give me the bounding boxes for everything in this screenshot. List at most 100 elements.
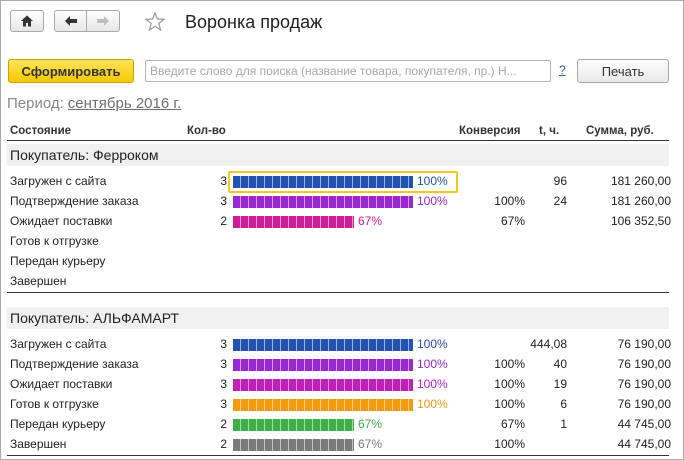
progress-percent: 100% xyxy=(417,377,448,391)
sum-cell: 44 745,00 xyxy=(617,417,671,431)
col-header-conversion: Конверсия xyxy=(459,125,521,137)
conversion-cell: 100% xyxy=(494,397,525,411)
qty-cell: 2 xyxy=(220,417,227,431)
group-title: Покупатель: АЛЬФАМАРТ xyxy=(7,307,669,329)
table-row[interactable]: Подтверждение заказа 3 100% 100% 24 181 260,0… xyxy=(1,191,684,211)
progress-percent: 67% xyxy=(358,214,383,228)
group-title: Покупатель: Ферроком xyxy=(7,144,669,166)
sum-cell: 181 260,00 xyxy=(610,174,671,188)
conversion-cell: 100% xyxy=(494,194,525,208)
state-cell: Подтверждение заказа xyxy=(10,357,139,371)
col-header-state: Состояние xyxy=(10,125,72,137)
state-cell: Ожидает поставки xyxy=(10,377,113,391)
conversion-cell: 67% xyxy=(500,214,525,228)
sum-cell: 76 190,00 xyxy=(617,337,671,351)
favorite-star-icon[interactable] xyxy=(145,12,165,31)
state-cell: Подтверждение заказа xyxy=(10,194,139,208)
help-link[interactable]: ? xyxy=(559,63,566,77)
qty-cell: 3 xyxy=(220,174,227,188)
state-cell: Передан курьеру xyxy=(10,254,106,268)
conversion-cell: 100% xyxy=(494,377,525,391)
time-cell: 6 xyxy=(560,397,567,411)
period-link[interactable]: сентябрь 2016 г. xyxy=(67,95,182,112)
time-cell: 444,08 xyxy=(530,337,567,351)
sum-cell: 76 190,00 xyxy=(617,357,671,371)
state-cell: Готов к отгрузке xyxy=(10,234,99,248)
time-cell: 24 xyxy=(553,194,567,208)
table-row[interactable]: Готов к отгрузке 3 100% 100% 6 76 190,00 xyxy=(1,394,684,414)
sum-cell: 181 260,00 xyxy=(610,194,671,208)
state-cell: Загружен с сайта xyxy=(10,337,107,351)
state-cell: Ожидает поставки xyxy=(10,214,113,228)
selected-cell-highlight xyxy=(228,171,458,193)
conversion-cell: 100% xyxy=(494,437,525,451)
time-cell: 1 xyxy=(560,417,567,431)
arrow-left-icon xyxy=(64,16,77,26)
progress-percent: 100% xyxy=(417,174,448,188)
table-row[interactable]: Ожидает поставки 2 67% 67% 106 352,50 xyxy=(1,211,684,231)
period-label: Период: xyxy=(7,95,64,112)
arrow-right-icon xyxy=(97,16,109,26)
state-cell: Завершен xyxy=(10,437,67,451)
progress-bar xyxy=(233,176,413,188)
table-row[interactable]: Передан курьеру xyxy=(1,251,684,271)
qty-cell: 3 xyxy=(220,377,227,391)
sum-cell: 76 190,00 xyxy=(617,377,671,391)
progress-percent: 100% xyxy=(417,357,448,371)
progress-bar xyxy=(233,339,413,351)
progress-bar xyxy=(233,216,354,228)
progress-bar xyxy=(233,399,413,411)
progress-percent: 67% xyxy=(358,437,383,451)
col-header-time: t, ч. xyxy=(539,125,560,137)
group-divider xyxy=(7,455,669,456)
progress-bar xyxy=(233,419,354,431)
progress-percent: 67% xyxy=(358,417,383,431)
sum-cell: 106 352,50 xyxy=(610,214,671,228)
back-button[interactable] xyxy=(54,10,87,32)
header-divider xyxy=(7,140,669,141)
home-button[interactable] xyxy=(10,10,44,32)
progress-percent: 100% xyxy=(417,397,448,411)
state-cell: Передан курьеру xyxy=(10,417,106,431)
time-cell: 19 xyxy=(553,377,567,391)
qty-cell: 3 xyxy=(220,397,227,411)
time-cell: 96 xyxy=(553,174,567,188)
conversion-cell: 100% xyxy=(494,357,525,371)
state-cell: Загружен с сайта xyxy=(10,174,107,188)
home-icon xyxy=(21,15,33,27)
group-divider xyxy=(7,292,669,293)
period: Период: сентябрь 2016 г. xyxy=(7,95,181,112)
col-header-qty: Кол-во xyxy=(187,125,226,137)
table-row[interactable]: Передан курьеру 2 67% 67% 1 44 745,00 xyxy=(1,414,684,434)
table-row[interactable]: Ожидает поставки 3 100% 100% 19 76 190,00 xyxy=(1,374,684,394)
state-cell: Завершен xyxy=(10,274,67,288)
search-input[interactable] xyxy=(145,60,551,82)
progress-percent: 100% xyxy=(417,194,448,208)
table-row[interactable]: Завершен 2 67% 100% 44 745,00 xyxy=(1,434,684,454)
time-cell: 40 xyxy=(553,357,567,371)
progress-bar xyxy=(233,379,413,391)
forward-button[interactable] xyxy=(87,10,120,32)
sum-cell: 44 745,00 xyxy=(617,437,671,451)
qty-cell: 2 xyxy=(220,214,227,228)
table-row[interactable]: Загружен с сайта 3 100% 444,08 76 190,00 xyxy=(1,334,684,354)
table-row[interactable]: Подтверждение заказа 3 100% 100% 40 76 190,00 xyxy=(1,354,684,374)
qty-cell: 2 xyxy=(220,437,227,451)
qty-cell: 3 xyxy=(220,194,227,208)
table-row[interactable]: Загружен с сайта 3 100% 96 181 260,00 xyxy=(1,171,684,193)
qty-cell: 3 xyxy=(220,357,227,371)
progress-bar xyxy=(233,439,354,451)
col-header-sum: Сумма, руб. xyxy=(586,125,654,137)
sum-cell: 76 190,00 xyxy=(617,397,671,411)
progress-bar xyxy=(233,196,413,208)
progress-percent: 100% xyxy=(417,337,448,351)
progress-bar xyxy=(233,359,413,371)
print-button[interactable]: Печать xyxy=(577,59,669,83)
generate-button[interactable]: Сформировать xyxy=(8,59,134,83)
state-cell: Готов к отгрузке xyxy=(10,397,99,411)
qty-cell: 3 xyxy=(220,337,227,351)
table-row[interactable]: Готов к отгрузке xyxy=(1,231,684,251)
table-row[interactable]: Завершен xyxy=(1,271,684,291)
page-title: Воронка продаж xyxy=(185,12,323,32)
